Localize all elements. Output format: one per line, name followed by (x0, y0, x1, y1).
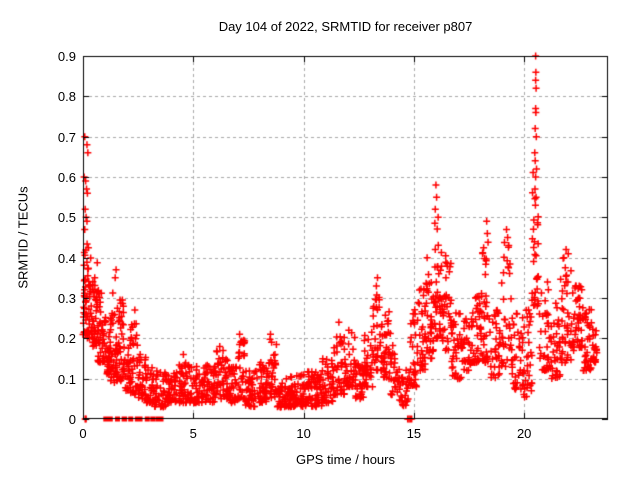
y-tick-label: 0 (68, 412, 76, 427)
y-tick-label: 0.4 (57, 250, 76, 266)
y-tick-label: 0.7 (57, 129, 76, 145)
x-tick-label: 5 (189, 426, 197, 441)
y-tick-label: 0.6 (57, 170, 76, 185)
x-tick-label: 0 (79, 426, 87, 441)
chart-title: Day 104 of 2022, SRMTID for receiver p80… (218, 19, 473, 34)
y-axis-label: SRMTID / TECUs (15, 186, 31, 289)
y-tick-label: 0.5 (57, 210, 76, 226)
y-tick-label: 0.8 (57, 89, 76, 105)
y-tick-label: 0.9 (57, 49, 76, 64)
y-tick-label: 0.1 (57, 371, 76, 387)
y-tick-label: 0.2 (57, 331, 76, 347)
x-axis-label: GPS time / hours (296, 452, 395, 467)
x-tick-label: 15 (406, 426, 422, 441)
x-tick-label: 10 (296, 426, 311, 441)
x-tick-label: 20 (516, 426, 532, 441)
y-tick-label: 0.3 (57, 291, 76, 306)
